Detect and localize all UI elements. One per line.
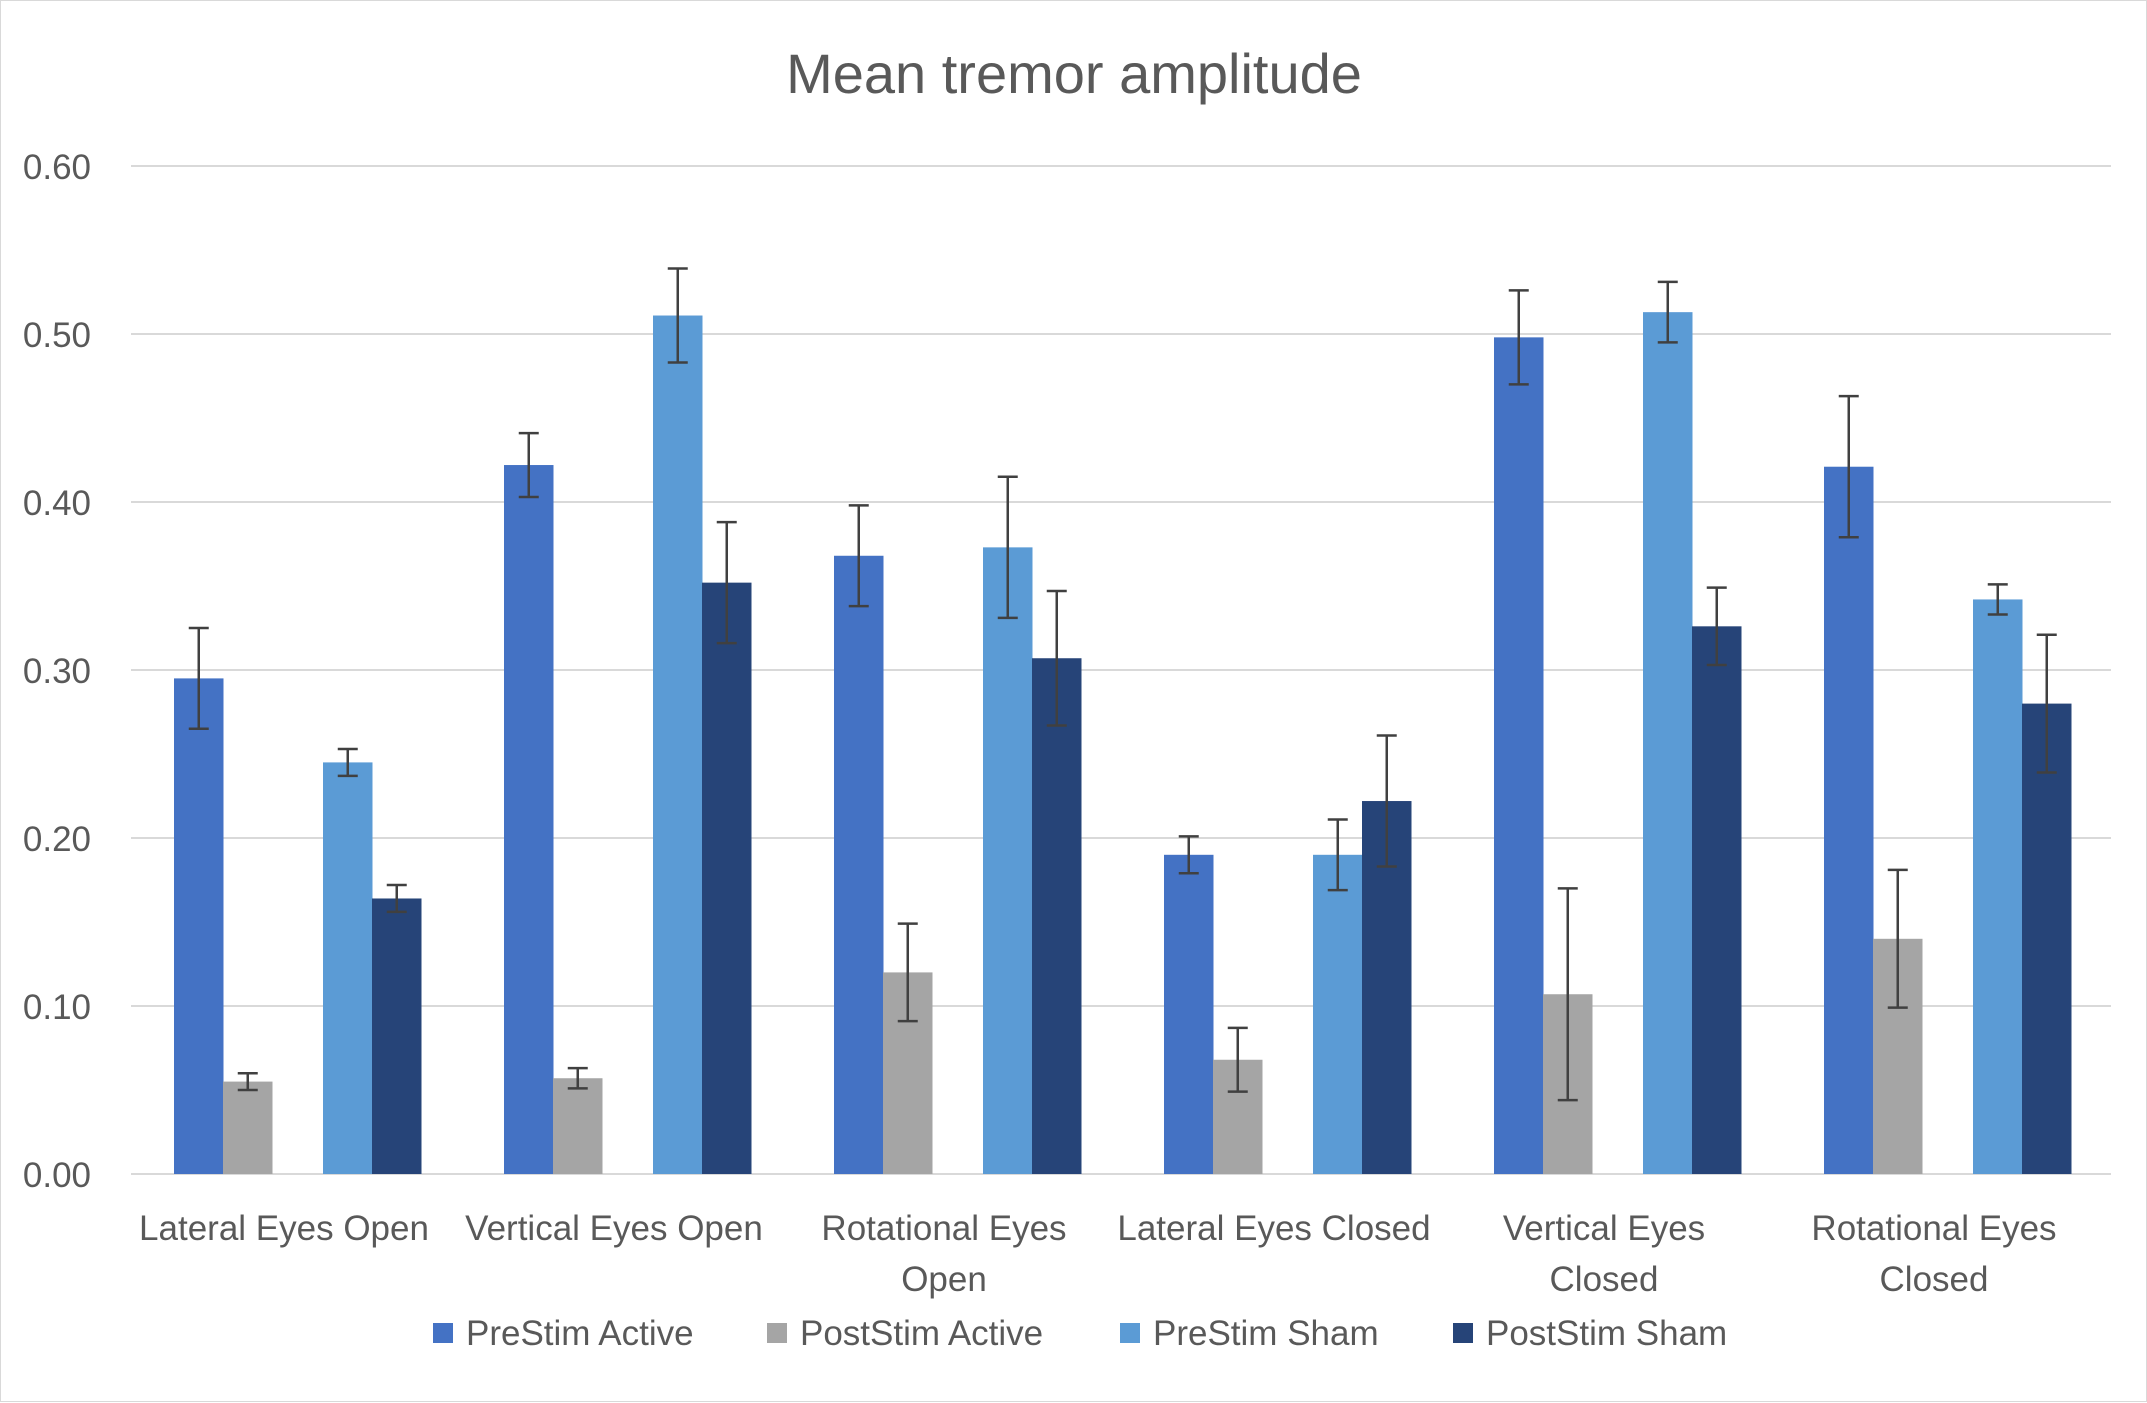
legend-swatch [1453,1323,1473,1343]
bar [653,315,703,1174]
legend-label: PostStim Active [800,1314,1043,1353]
legend-label: PostStim Sham [1486,1314,1727,1353]
x-category-label: Vertical Eyes [1503,1209,1705,1248]
bar [2022,703,2072,1174]
legend-swatch [767,1323,787,1343]
bar [702,582,752,1174]
x-category-label: Open [901,1260,987,1299]
legend: PreStim Active PostStim Active PreStim Sha… [433,1314,1727,1353]
y-tick-label: 0.40 [23,484,91,523]
bar [1164,854,1214,1174]
x-category-label: Rotational Eyes [821,1209,1066,1248]
y-tick-label: 0.20 [23,820,91,859]
bar [1313,854,1363,1174]
bar [1973,599,2023,1174]
x-category-label: Lateral Eyes Closed [1117,1209,1430,1248]
y-tick-label: 0.30 [23,652,91,691]
x-category-label: Closed [1550,1260,1659,1299]
error-bars [188,267,2057,1102]
bar [1692,626,1742,1174]
y-tick-label: 0.10 [23,988,91,1027]
bar [223,1081,273,1174]
y-tick-label: 0.60 [23,148,91,187]
legend-swatch [433,1323,453,1343]
bar [372,898,422,1174]
x-category-label: Lateral Eyes Open [139,1209,429,1248]
x-category-label: Closed [1880,1260,1989,1299]
bar [1824,466,1874,1175]
gridlines [131,165,2111,1175]
y-tick-label: 0.50 [23,316,91,355]
bar [323,762,373,1174]
bar [174,678,224,1174]
legend-label: PreStim Active [466,1314,694,1353]
chart-title: Mean tremor amplitude [786,42,1362,105]
y-tick-label: 0.00 [23,1156,91,1195]
bar [834,555,884,1174]
legend-swatch [1120,1323,1140,1343]
y-axis-tick-labels: 0.00 0.10 0.20 0.30 0.40 0.50 0.60 [23,148,91,1195]
bars [174,312,2072,1175]
bar [504,465,554,1174]
x-category-label: Rotational Eyes [1811,1209,2056,1248]
legend-label: PreStim Sham [1153,1314,1379,1353]
bar [553,1078,603,1174]
bar [1643,312,1693,1174]
x-axis-category-labels: Lateral Eyes Open Vertical Eyes Open Rotat… [139,1209,2057,1299]
bar [1494,337,1544,1174]
bar [983,547,1033,1174]
bar [1032,658,1082,1174]
x-category-label: Vertical Eyes Open [465,1209,763,1248]
